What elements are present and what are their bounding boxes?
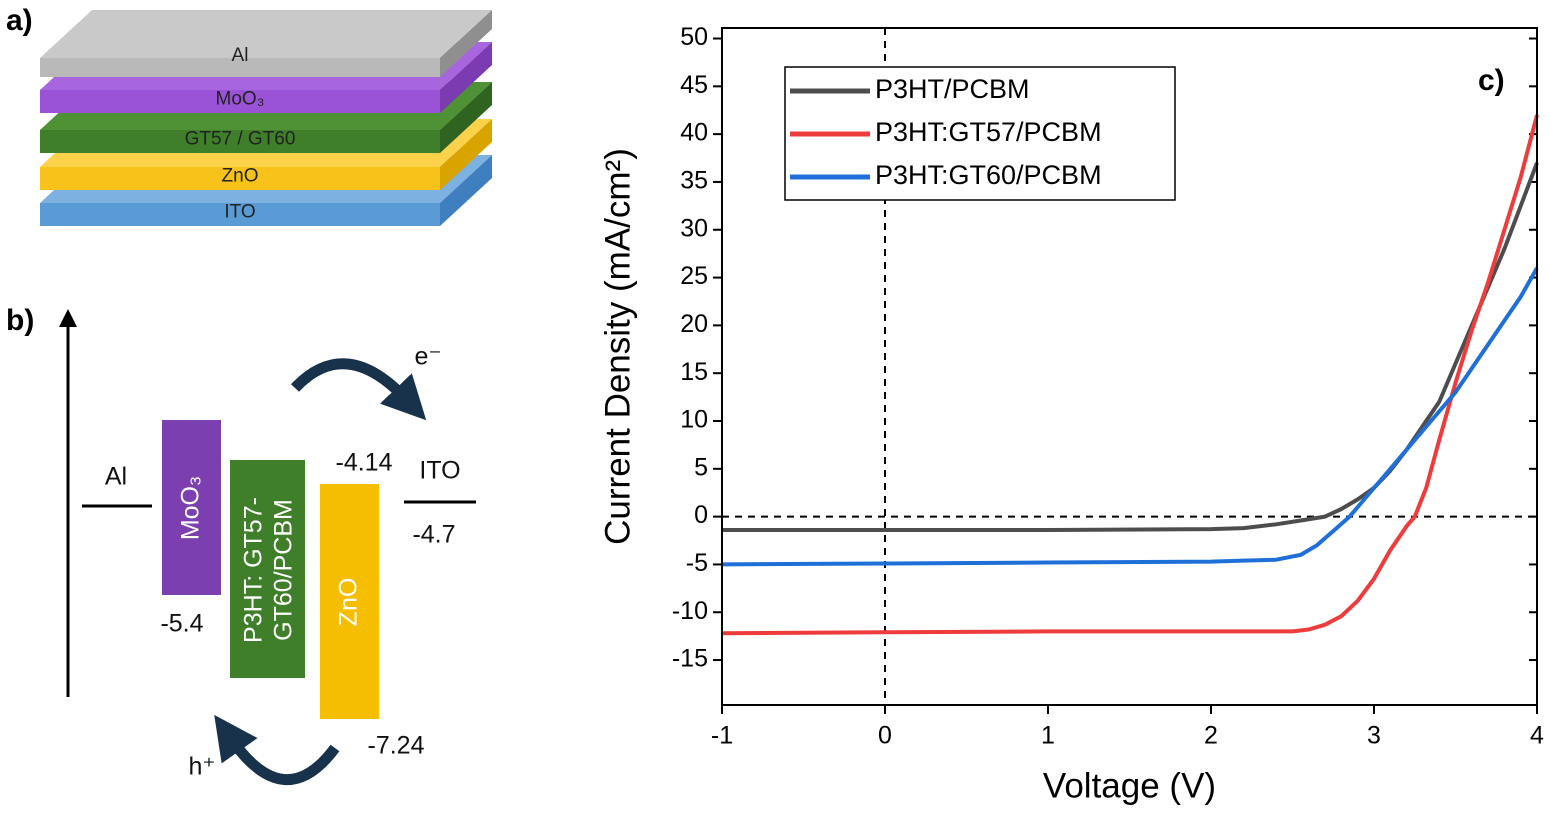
series-line xyxy=(721,114,1539,636)
legend-label: P3HT:GT57/PCBM xyxy=(875,117,1102,147)
layer-front xyxy=(40,130,440,153)
x-tick-label: 3 xyxy=(1367,722,1381,750)
legend-label: P3HT:GT60/PCBM xyxy=(875,160,1102,190)
layer-label: ITO xyxy=(224,202,255,223)
layer-label: Al xyxy=(232,45,249,66)
layer-label: MoO₃ xyxy=(216,89,265,110)
layer-front xyxy=(40,90,440,113)
panel-b: b) Al MoO₃ -5.4 P3HT: GT57- GT60/PCBM Zn… xyxy=(6,304,476,786)
active-label: GT60/PCBM xyxy=(270,499,298,641)
y-tick-label: 10 xyxy=(680,406,708,434)
electron-label: e⁻ xyxy=(414,343,441,371)
y-tick-label: 15 xyxy=(680,358,708,386)
hole-label: h⁺ xyxy=(188,753,215,781)
y-tick-label: 50 xyxy=(680,23,708,51)
x-tick-label: 0 xyxy=(878,722,892,750)
layer-front xyxy=(40,203,440,226)
layer-side xyxy=(440,119,492,190)
y-tick-label: 45 xyxy=(680,71,708,99)
y-tick-label: 0 xyxy=(694,501,708,529)
level-label: -4.14 xyxy=(336,449,393,477)
layer-side xyxy=(440,155,492,226)
layer-label: GT57 / GT60 xyxy=(185,129,296,150)
active-band xyxy=(230,460,305,678)
series-line xyxy=(722,162,1539,532)
panel-label: b) xyxy=(6,304,34,337)
layer-side xyxy=(440,10,492,77)
moo3-band xyxy=(162,420,221,595)
ito-label: ITO xyxy=(419,457,460,485)
layer-label: ZnO xyxy=(222,166,259,187)
layer-top xyxy=(40,10,492,58)
zno-label: ZnO xyxy=(335,578,363,627)
layer-side xyxy=(440,42,492,113)
panel-a: a) ITO ZnO GT57 / GT60 MoO₃ Al xyxy=(6,4,492,226)
y-tick-label: -10 xyxy=(672,597,708,625)
electron-arrow xyxy=(291,358,427,421)
level-label: -5.4 xyxy=(160,610,203,638)
layer-side xyxy=(440,82,492,153)
x-axis-title: Voltage (V) xyxy=(1043,766,1216,805)
x-tick-label: 2 xyxy=(1204,722,1218,750)
plot-frame xyxy=(721,27,1538,706)
panel-label: c) xyxy=(1478,64,1505,97)
y-tick-label: 40 xyxy=(680,119,708,147)
x-tick-label: 4 xyxy=(1530,722,1544,750)
y-tick-label: -5 xyxy=(686,549,708,577)
legend-label: P3HT/PCBM xyxy=(875,74,1030,104)
layer-stack: ITO ZnO GT57 / GT60 MoO₃ Al xyxy=(40,10,492,226)
series-line xyxy=(721,267,1539,567)
y-tick-label: 25 xyxy=(680,262,708,290)
level-label: -4.7 xyxy=(412,521,455,549)
moo3-label: MoO₃ xyxy=(177,476,205,540)
al-label: Al xyxy=(105,463,127,491)
x-tick-label: 1 xyxy=(1041,722,1055,750)
y-tick-label: 5 xyxy=(694,453,708,481)
zno-band xyxy=(320,484,379,719)
level-label: -7.24 xyxy=(368,732,425,760)
y-tick-label: 20 xyxy=(680,310,708,338)
layer-front xyxy=(40,167,440,190)
y-tick-label: -15 xyxy=(672,645,708,673)
y-tick-label: 30 xyxy=(680,214,708,242)
layer-front xyxy=(40,58,440,77)
panel-label: a) xyxy=(6,4,33,37)
hole-arrow xyxy=(214,714,340,786)
x-tick-label: -1 xyxy=(711,722,733,750)
y-axis-title: Current Density (mA/cm²) xyxy=(598,148,637,545)
active-label: P3HT: GT57- xyxy=(240,497,268,643)
y-tick-label: 35 xyxy=(680,167,708,195)
